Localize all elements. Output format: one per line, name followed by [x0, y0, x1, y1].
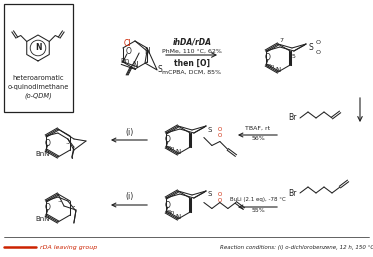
Text: 55%: 55%	[251, 207, 265, 213]
Text: TBAF, rt: TBAF, rt	[245, 125, 270, 131]
Text: O: O	[165, 135, 171, 144]
Text: ··: ··	[66, 141, 70, 147]
Text: O: O	[126, 47, 132, 56]
Text: BnN: BnN	[35, 216, 50, 222]
Text: BnN: BnN	[35, 151, 50, 157]
Text: S: S	[158, 66, 163, 75]
Text: (i): (i)	[125, 127, 133, 136]
Text: S: S	[208, 191, 212, 197]
Text: Reaction conditions: (i) o-dichlorobenzene, 12 h, 150 °C, via an o-QDM: Reaction conditions: (i) o-dichlorobenze…	[220, 244, 373, 250]
Text: Bn: Bn	[121, 58, 130, 64]
Text: N: N	[175, 214, 181, 220]
Text: O: O	[45, 139, 51, 148]
Text: Br: Br	[288, 114, 297, 123]
Text: heteroaromatic: heteroaromatic	[12, 75, 64, 81]
Text: mCPBA, DCM, 85%: mCPBA, DCM, 85%	[163, 69, 222, 75]
Text: N: N	[175, 149, 181, 155]
Text: 7: 7	[280, 38, 284, 42]
Text: Bn: Bn	[267, 63, 275, 69]
Text: O: O	[218, 192, 222, 197]
Text: Cl: Cl	[123, 39, 131, 48]
Text: Bn: Bn	[167, 210, 175, 216]
Text: O: O	[316, 50, 320, 55]
Text: O: O	[45, 204, 51, 213]
Text: (i): (i)	[125, 192, 133, 201]
Text: PhMe, 110 °C, 62%: PhMe, 110 °C, 62%	[162, 49, 222, 53]
Text: 56%: 56%	[251, 135, 265, 141]
Text: S: S	[208, 126, 212, 133]
Text: ··: ··	[57, 199, 62, 205]
Text: O: O	[165, 200, 171, 209]
Text: BuLi (2.1 eq), -78 °C: BuLi (2.1 eq), -78 °C	[230, 197, 286, 203]
Text: N: N	[35, 43, 41, 52]
Text: S: S	[308, 43, 313, 52]
Text: O: O	[218, 133, 222, 138]
Text: rDA leaving group: rDA leaving group	[40, 244, 97, 250]
Text: then [O]: then [O]	[174, 59, 210, 68]
Text: N: N	[144, 47, 150, 56]
Text: Br: Br	[288, 188, 297, 197]
Bar	[4, 4, 73, 112]
Text: ··: ··	[72, 204, 76, 210]
Text: N: N	[132, 61, 138, 70]
Text: 5: 5	[292, 53, 296, 59]
Text: O: O	[218, 127, 222, 132]
Text: o-quinodimethane: o-quinodimethane	[7, 84, 69, 90]
Text: Bn: Bn	[167, 145, 175, 151]
Text: O: O	[218, 198, 222, 203]
Text: N: N	[275, 67, 280, 73]
Text: O: O	[316, 40, 320, 45]
Text: ihDA/rDA: ihDA/rDA	[172, 38, 211, 47]
Text: (o-QDM): (o-QDM)	[24, 93, 52, 99]
Text: O: O	[265, 53, 271, 62]
